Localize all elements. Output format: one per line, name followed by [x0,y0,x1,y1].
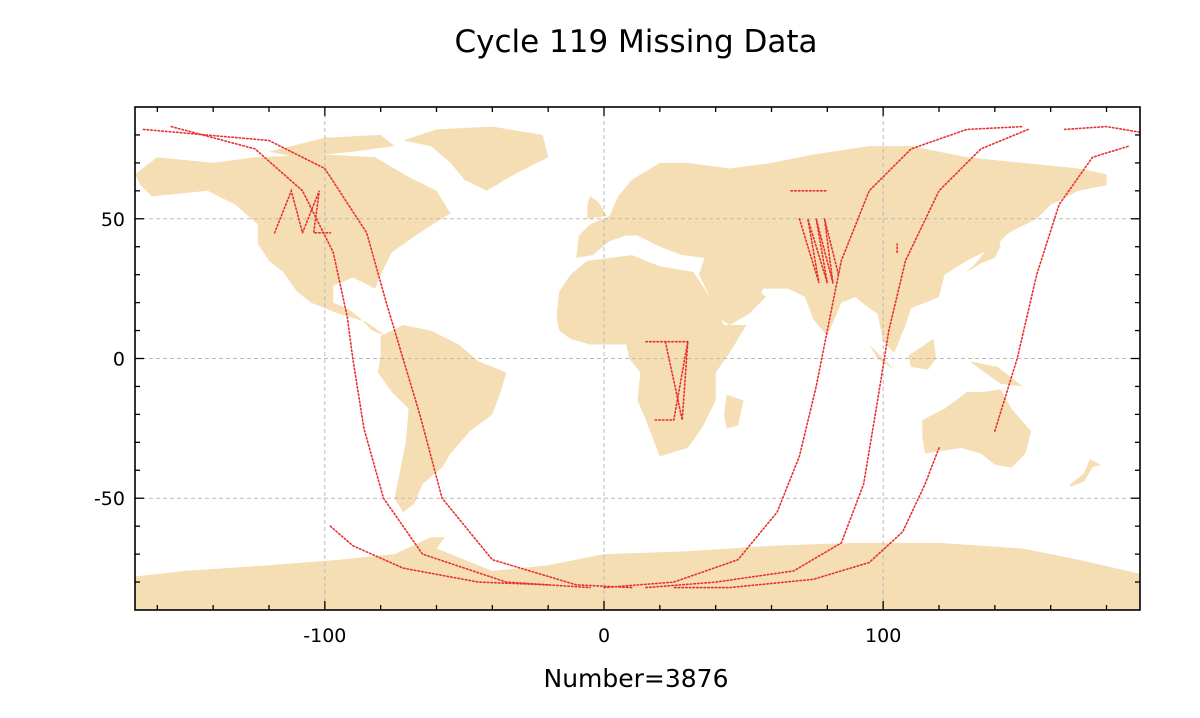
land-greenland [403,126,549,191]
chart-title: Cycle 119 Missing Data [454,24,818,60]
track-11 [798,218,840,284]
track-3 [329,525,549,586]
land-uk [587,196,607,219]
land-south-america [377,325,507,513]
land-australia [922,389,1032,468]
x-tick-label: 0 [598,625,610,647]
track-4 [603,125,1024,589]
landmass-layer [135,126,1140,610]
x-tick-label: 100 [865,625,901,647]
land-new-zealand [1070,459,1101,487]
y-tick-label: 0 [113,349,125,371]
land-arabia [701,274,766,325]
land-new-guinea [969,361,1023,387]
y-tick-label: -50 [94,488,125,510]
missing-data-tracks [142,125,1141,589]
land-indonesia-2 [908,338,937,370]
track-6 [673,447,940,589]
y-tick-label: 50 [101,209,125,231]
land-north-america [135,154,451,337]
track-7 [994,145,1130,432]
track-5 [645,128,1030,589]
track-9 [273,188,332,236]
land-canadian-islands [269,134,395,158]
land-indonesia-1 [869,344,900,376]
x-tick-label: -100 [303,625,346,647]
land-japan [966,232,1001,272]
track-1 [142,128,633,589]
track-2 [170,125,591,589]
axes: -100 0 100 -50 0 50 [94,106,1141,647]
land-madagascar [724,394,744,429]
record-count: Number=3876 [543,664,729,693]
land-antarctica [135,537,1140,610]
track-8 [1063,125,1141,133]
land-europe-asia [576,146,1107,353]
track-13 [653,340,689,421]
